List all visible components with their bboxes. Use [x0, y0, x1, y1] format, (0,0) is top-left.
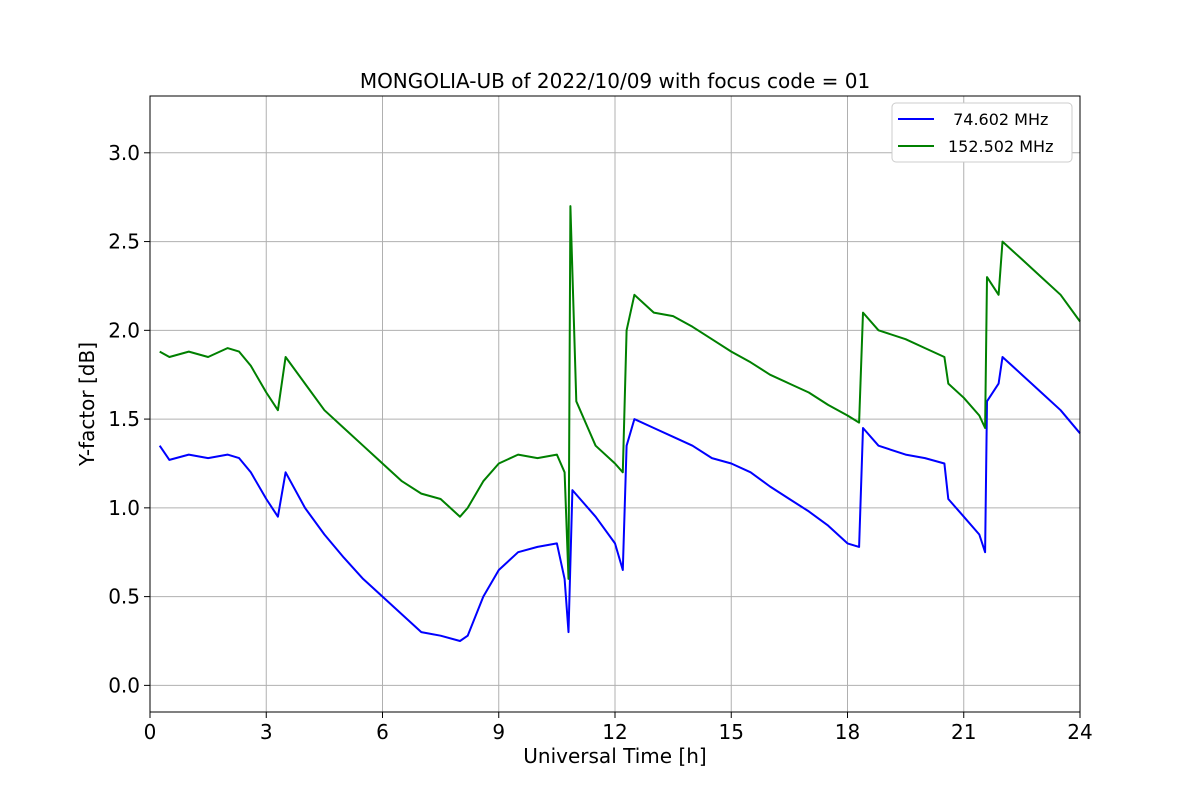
series-layer [158, 205, 1081, 642]
y-tick-label: 0.5 [108, 585, 140, 609]
x-tick-label: 18 [835, 720, 860, 744]
x-tick-label: 15 [719, 720, 744, 744]
y-tick-label: 2.5 [108, 230, 140, 254]
x-tick-label: 24 [1067, 720, 1092, 744]
legend-label-series-1: 74.602 MHz [948, 110, 1048, 129]
x-tick-label: 3 [260, 720, 273, 744]
x-tick-label: 12 [602, 720, 627, 744]
y-tick-label: 2.0 [108, 318, 140, 342]
y-axis: 0.0 0.5 1.0 1.5 2.0 2.5 3.0 [108, 141, 150, 697]
y-tick-label: 1.0 [108, 496, 140, 520]
series-line-2 [159, 205, 1081, 580]
x-axis-label: Universal Time [h] [523, 744, 706, 768]
x-tick-label: 6 [376, 720, 389, 744]
x-tick-label: 21 [951, 720, 976, 744]
x-axis: 0 3 6 9 12 15 18 21 24 [144, 712, 1093, 744]
chart-title: MONGOLIA-UB of 2022/10/09 with focus cod… [360, 69, 870, 93]
y-axis-label: Y-factor [dB] [75, 342, 99, 467]
x-tick-label: 0 [144, 720, 157, 744]
series-line-1 [158, 356, 1081, 642]
legend-label-series-2: 152.502 MHz [948, 137, 1053, 156]
y-tick-label: 3.0 [108, 141, 140, 165]
legend: 74.602 MHz 152.502 MHz [891, 102, 1073, 163]
x-tick-label: 9 [492, 720, 505, 744]
legend-box [891, 102, 1073, 163]
y-tick-label: 0.0 [108, 673, 140, 697]
y-tick-label: 1.5 [108, 407, 140, 431]
